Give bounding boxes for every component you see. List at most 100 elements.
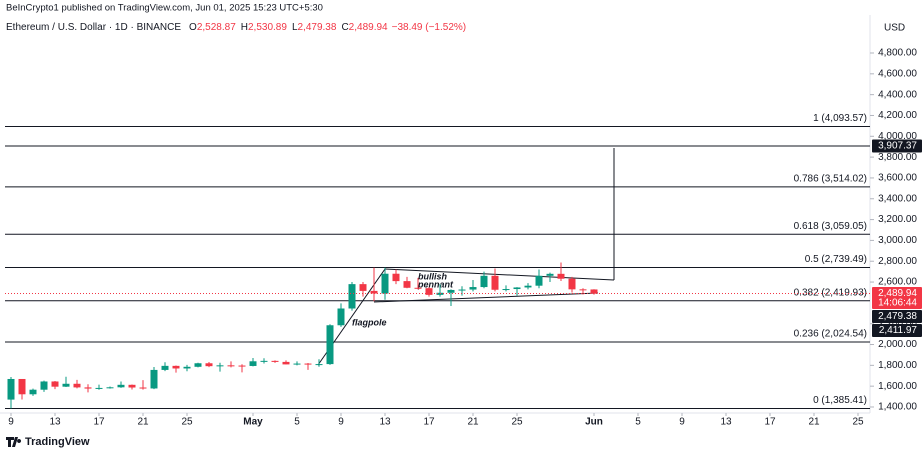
candle-body (205, 363, 213, 367)
candle-body (271, 360, 279, 362)
y-tick-label: 3,800.00 (878, 152, 917, 163)
y-tick-label: 4,200.00 (878, 110, 917, 121)
candle-body (458, 289, 466, 291)
pennant-label: pennant (417, 279, 454, 289)
ohlc-label: L (292, 22, 298, 33)
candle-body (84, 387, 92, 389)
x-tick-label: 9 (8, 417, 14, 428)
ohlc-value: 2,530.89 (248, 22, 287, 33)
candle-body (139, 387, 147, 389)
flagpole-label: flagpole (352, 317, 387, 327)
x-tick-label: 9 (338, 417, 344, 428)
candle-body (95, 387, 103, 389)
candle-body (260, 360, 268, 362)
pennant-label: bullish (418, 271, 448, 281)
y-tick-label: 2,000.00 (878, 339, 917, 350)
candle-body (304, 363, 312, 365)
y-tick-label: 3,000.00 (878, 235, 917, 246)
x-tick-label: 5 (635, 417, 641, 428)
candle-body (62, 383, 70, 387)
y-tick-label: 2,800.00 (878, 256, 917, 267)
candle-body (546, 273, 554, 276)
fib-label: 1 (4,093.57) (813, 113, 867, 124)
candle-body (128, 384, 136, 388)
candle-body (161, 365, 169, 370)
x-tick-label: 13 (49, 417, 61, 428)
candle-body (403, 281, 411, 288)
candle-body (249, 361, 257, 366)
y-tick-label: 1,800.00 (878, 360, 917, 371)
y-tick-label: 1,400.00 (878, 402, 917, 413)
candle-body (183, 366, 191, 369)
candle-body (425, 288, 433, 295)
y-tick-label: 3,400.00 (878, 193, 917, 204)
candle-body (370, 290, 378, 294)
pennant-top (384, 268, 615, 281)
candle-body (381, 273, 389, 294)
y-tick-label: 4,000.00 (878, 131, 917, 142)
price-tag (872, 287, 922, 310)
fib-label: 0 (1,385.41) (813, 395, 867, 406)
publisher: BeInCrypto1 published on TradingView.com… (6, 3, 323, 14)
candle-body (238, 365, 246, 367)
fib-label: 0.618 (3,059.05) (794, 221, 867, 232)
candle-body (557, 273, 565, 279)
candle-body (513, 287, 521, 290)
logo-icon (6, 437, 22, 447)
candle-body (51, 381, 59, 387)
candle-body (106, 387, 114, 389)
fib-label: 0.786 (3,514.02) (794, 174, 867, 185)
candle-body (502, 289, 510, 291)
candle-body (590, 289, 598, 294)
brand: TradingView (25, 436, 90, 448)
ohlc-label: O (189, 22, 197, 33)
candle-body (40, 381, 48, 390)
symbol-line: Ethereum / U.S. Dollar · 1D · BINANCE O2,… (6, 22, 466, 33)
fib-label: 0.236 (2,024.54) (794, 329, 867, 340)
candle-body (282, 361, 290, 365)
candle-body (392, 273, 400, 282)
x-tick-label: Jun (585, 417, 603, 428)
x-tick-label: 21 (467, 417, 479, 428)
x-tick-label: 5 (294, 417, 300, 428)
candle-body (447, 289, 455, 293)
x-tick-label: 17 (93, 417, 105, 428)
candle-body (315, 364, 323, 366)
x-tick-label: 25 (852, 417, 864, 428)
logo (6, 437, 22, 447)
ohlc-value: 2,528.87 (197, 22, 236, 33)
y-tick-label: 1,600.00 (878, 381, 917, 392)
candle-body (326, 325, 334, 365)
y-tick-label: 2,600.00 (878, 277, 917, 288)
candle-body (414, 287, 422, 289)
x-tick-label: 17 (764, 417, 776, 428)
candle-body (73, 383, 81, 388)
ohlc-value: 2,489.94 (349, 22, 388, 33)
x-tick-label: 21 (137, 417, 149, 428)
y-tick-label: 4,800.00 (878, 48, 917, 59)
candle-body (524, 285, 532, 288)
candle-body (359, 284, 367, 291)
fib-label: 0.5 (2,739.49) (805, 254, 867, 265)
x-tick-label: 9 (679, 417, 685, 428)
candle-body (7, 378, 15, 400)
ohlc-label: H (241, 22, 248, 33)
y-tick-label: 3,600.00 (878, 173, 917, 184)
price-tag-label: 2,489.94 (878, 288, 917, 299)
change: −38.49 (−1.52%) (392, 22, 467, 33)
price-tag (872, 310, 922, 324)
price-tag (872, 324, 922, 338)
y-tick-label: 4,400.00 (878, 89, 917, 100)
candle-body (117, 384, 125, 388)
price-tag-label: 2,479.38 (878, 311, 917, 322)
ohlc-value: 2,479.38 (298, 22, 337, 33)
price-tag (872, 139, 922, 153)
candle-body (480, 275, 488, 288)
x-tick-label: 25 (511, 417, 523, 428)
candle-body (348, 284, 356, 309)
y-tick-label: 4,600.00 (878, 68, 917, 79)
x-tick-label: 13 (379, 417, 391, 428)
symbol: Ethereum / U.S. Dollar · 1D · BINANCE (6, 22, 181, 33)
candle-body (568, 278, 576, 290)
